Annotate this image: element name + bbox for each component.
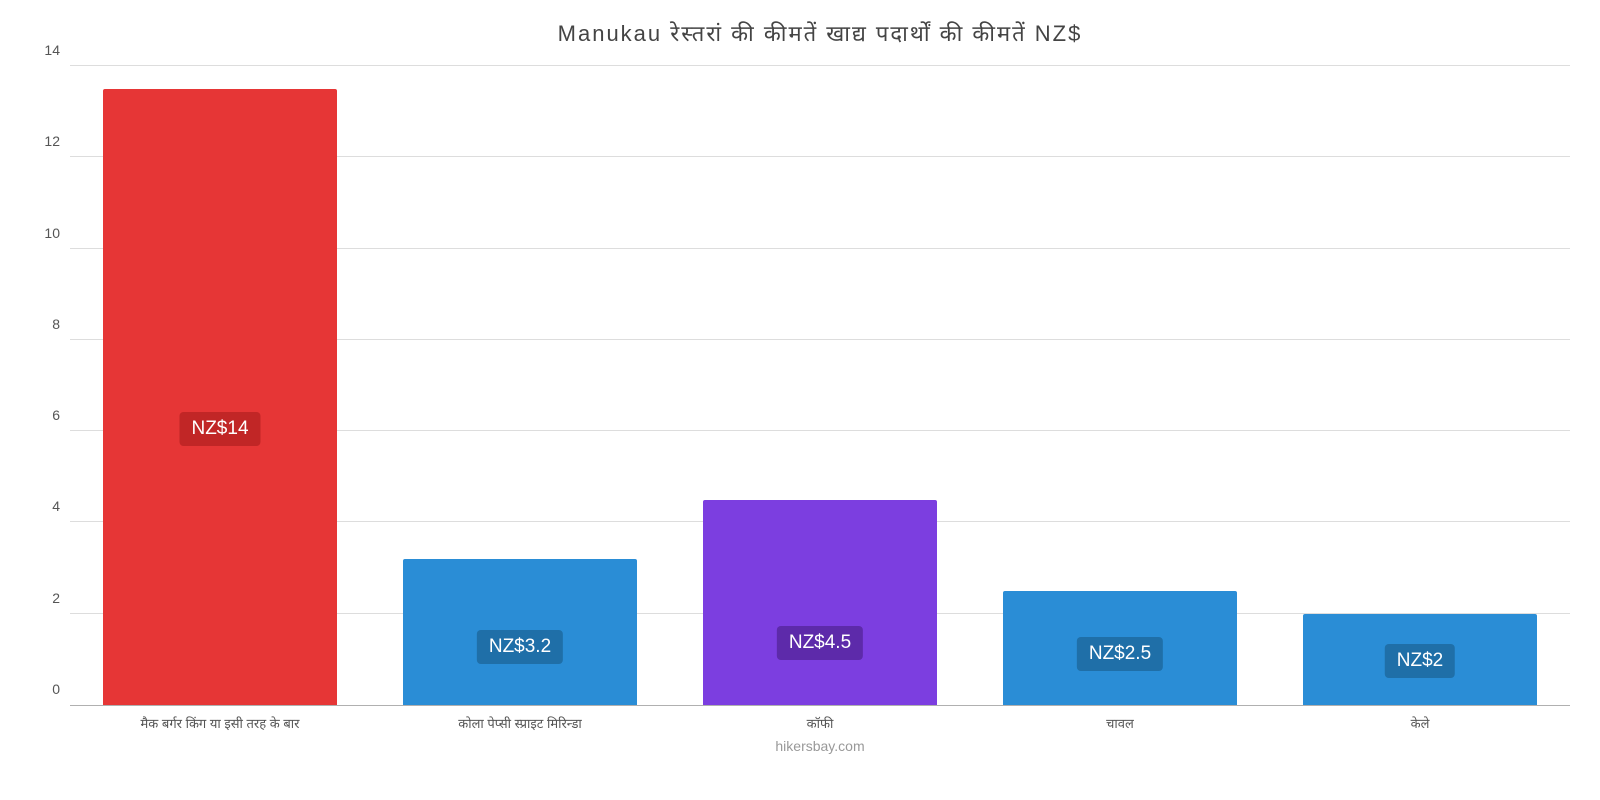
y-tick-label: 14 xyxy=(30,42,60,58)
bar: NZ$3.2 xyxy=(403,559,637,705)
y-tick-label: 12 xyxy=(30,133,60,149)
y-tick-label: 2 xyxy=(30,590,60,606)
plot-area: NZ$14NZ$3.2NZ$4.5NZ$2.5NZ$2 02468101214 xyxy=(70,66,1570,706)
attribution-text: hikersbay.com xyxy=(70,738,1570,754)
x-tick-label: केले xyxy=(1270,706,1570,732)
bar-slot: NZ$2.5 xyxy=(970,66,1270,705)
bar: NZ$2.5 xyxy=(1003,591,1237,705)
value-badge: NZ$4.5 xyxy=(777,626,863,660)
value-badge: NZ$3.2 xyxy=(477,630,563,664)
value-badge: NZ$14 xyxy=(179,412,260,446)
x-axis-labels: मैक बर्गर किंग या इसी तरह के बारकोला पेप… xyxy=(70,706,1570,732)
y-tick-label: 0 xyxy=(30,681,60,697)
bar: NZ$2 xyxy=(1303,614,1537,705)
bar-slot: NZ$4.5 xyxy=(670,66,970,705)
bar-slot: NZ$3.2 xyxy=(370,66,670,705)
bar: NZ$4.5 xyxy=(703,500,937,705)
y-tick-label: 10 xyxy=(30,225,60,241)
x-tick-label: कोला पेप्सी स्प्राइट मिरिन्डा xyxy=(370,706,670,732)
value-badge: NZ$2.5 xyxy=(1077,637,1163,671)
price-chart: Manukau रेस्तरां की कीमतें खाद्य पदार्थो… xyxy=(0,0,1600,800)
bar-slot: NZ$14 xyxy=(70,66,370,705)
value-badge: NZ$2 xyxy=(1385,644,1455,678)
y-tick-label: 8 xyxy=(30,316,60,332)
bars-container: NZ$14 NZ$3.2 NZ$4.5 NZ$2.5 NZ$2 xyxy=(70,66,1570,705)
chart-title: Manukau रेस्तरां की कीमतें खाद्य पदार्थो… xyxy=(70,18,1570,48)
x-tick-label: मैक बर्गर किंग या इसी तरह के बार xyxy=(70,706,370,732)
bar: NZ$14 xyxy=(103,89,337,705)
bar-slot: NZ$2 xyxy=(1270,66,1570,705)
x-tick-label: कॉफी xyxy=(670,706,970,732)
y-tick-label: 6 xyxy=(30,407,60,423)
x-tick-label: चावल xyxy=(970,706,1270,732)
y-tick-label: 4 xyxy=(30,498,60,514)
